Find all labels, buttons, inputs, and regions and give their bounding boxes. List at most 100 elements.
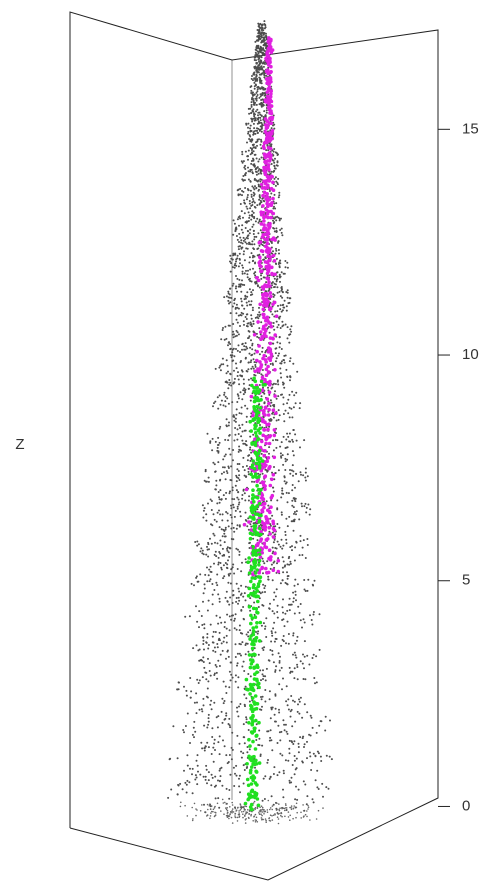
point: [274, 158, 276, 160]
point: [232, 808, 234, 810]
point: [271, 163, 273, 165]
point: [279, 346, 281, 348]
point: [289, 782, 291, 784]
point: [222, 327, 224, 329]
point: [272, 208, 274, 210]
point: [183, 731, 185, 733]
point: [258, 180, 260, 182]
point: [169, 758, 171, 760]
point: [266, 365, 270, 369]
point: [289, 407, 291, 409]
point: [246, 525, 248, 527]
point: [279, 662, 281, 664]
point: [254, 424, 258, 428]
point: [191, 583, 193, 585]
point: [251, 660, 255, 664]
point: [241, 562, 243, 564]
point: [177, 757, 179, 759]
point: [281, 321, 283, 323]
point: [268, 259, 272, 263]
point: [196, 679, 198, 681]
point: [246, 634, 248, 636]
point: [254, 571, 258, 575]
point: [277, 816, 279, 818]
point: [251, 576, 255, 580]
point: [295, 402, 297, 404]
point: [284, 566, 286, 568]
point: [210, 700, 212, 702]
point: [253, 238, 255, 240]
point: [261, 28, 263, 30]
point: [329, 720, 331, 722]
point: [256, 127, 258, 129]
point: [253, 602, 255, 604]
point: [269, 210, 273, 214]
point: [254, 472, 258, 476]
point: [253, 368, 255, 370]
point: [214, 776, 216, 778]
point: [281, 511, 283, 513]
point: [272, 363, 274, 365]
point: [243, 284, 245, 286]
point: [232, 234, 234, 236]
point: [249, 304, 251, 306]
point: [285, 518, 287, 520]
point: [258, 606, 260, 608]
point: [313, 654, 315, 656]
point: [202, 676, 204, 678]
point: [285, 534, 287, 536]
point: [263, 393, 265, 395]
point: [214, 519, 216, 521]
point: [288, 564, 290, 566]
point: [235, 656, 237, 658]
point: [289, 473, 291, 475]
point: [299, 736, 301, 738]
point: [234, 815, 236, 817]
point: [265, 70, 269, 74]
point: [287, 412, 289, 414]
point: [226, 614, 228, 616]
point: [262, 244, 264, 246]
point: [259, 63, 261, 65]
point: [243, 618, 245, 620]
point: [212, 603, 214, 605]
point: [234, 434, 236, 436]
point: [201, 708, 203, 710]
point: [239, 427, 241, 429]
point: [295, 513, 297, 515]
point: [289, 416, 291, 418]
point: [257, 69, 259, 71]
point: [251, 493, 255, 497]
point: [262, 147, 266, 151]
point: [232, 677, 234, 679]
point: [233, 414, 235, 416]
point: [285, 539, 287, 541]
point: [257, 633, 259, 635]
point: [238, 812, 240, 814]
point: [251, 463, 255, 467]
point: [202, 504, 204, 506]
point: [264, 117, 268, 121]
point: [271, 419, 273, 421]
point: [270, 266, 274, 270]
point: [277, 570, 281, 574]
point: [246, 313, 248, 315]
point: [209, 580, 211, 582]
point: [283, 307, 285, 309]
point: [248, 379, 250, 381]
point: [203, 510, 205, 512]
point: [275, 352, 277, 354]
point: [252, 93, 254, 95]
point: [276, 310, 278, 312]
point: [248, 605, 252, 609]
point: [259, 219, 261, 221]
point: [274, 693, 276, 695]
point: [250, 112, 252, 114]
point: [258, 579, 262, 583]
point: [272, 707, 274, 709]
point: [285, 369, 287, 371]
point: [226, 472, 228, 474]
point: [252, 594, 256, 598]
point: [219, 540, 221, 542]
point: [253, 230, 255, 232]
